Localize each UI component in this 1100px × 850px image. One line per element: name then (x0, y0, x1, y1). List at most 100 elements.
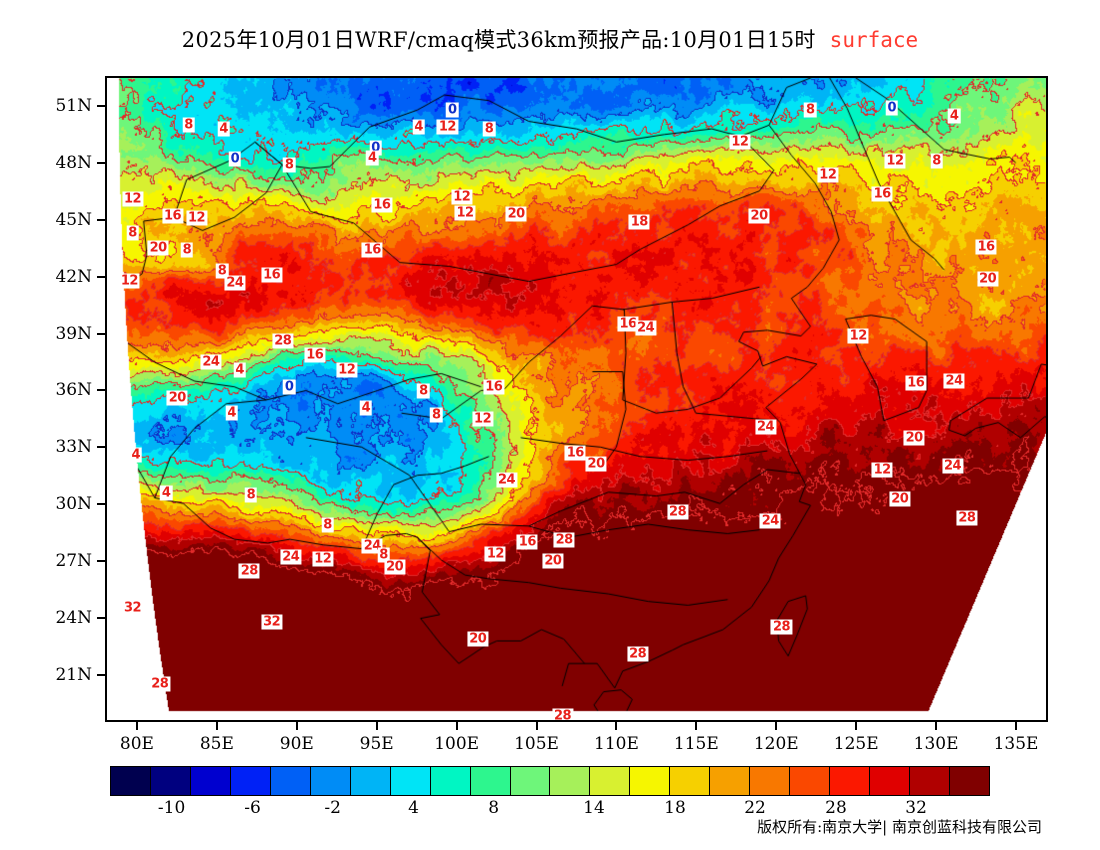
contour-value-label: 0 (228, 151, 242, 167)
contour-value-label: 12 (185, 210, 208, 226)
contour-value-label: 20 (384, 559, 406, 575)
contour-value-label: 12 (336, 362, 358, 378)
contour-value-label: 24 (224, 275, 246, 291)
colorbar-swatch (270, 767, 311, 795)
contour-value-label: 16 (483, 379, 505, 395)
map-plot-frame[interactable]: 0 0 0 0 8 4 4 12 8 8 0 4 12 4 8 8 12 12 16 12 12 20 18 20 16 12 8 1… (105, 76, 1048, 722)
contour-value-label: 12 (817, 167, 839, 183)
contour-value-label: 20 (166, 390, 188, 406)
x-axis-tick (215, 722, 218, 730)
y-axis-tick-label: 39N (55, 323, 92, 344)
contour-value-label: 28 (956, 510, 978, 525)
contour-value-label: 24 (280, 549, 302, 565)
contour-value-label: 32 (122, 600, 144, 616)
colorbar-swatch (310, 767, 351, 795)
contour-value-label: 8 (180, 242, 194, 258)
colorbar-swatch (790, 767, 831, 795)
page-title: 2025年10月01日WRF/cmaq模式36km预报产品:10月01日15时 s… (0, 24, 1100, 54)
contour-value-label: 12 (436, 119, 458, 135)
contour-value-label: 24 (943, 373, 965, 389)
contour-value-label: 16 (261, 267, 283, 283)
contour-value-label: 20 (467, 631, 489, 647)
contour-value-label: 12 (847, 328, 869, 344)
contour-value-label: 12 (729, 134, 751, 150)
colorbar-tick-label: 14 (583, 798, 605, 818)
y-axis-tick (97, 673, 105, 676)
colorbar-swatch (950, 767, 989, 795)
contour-value-label: 12 (871, 462, 893, 478)
x-axis-tick-label: 130E (913, 734, 959, 754)
colorbar[interactable] (110, 766, 990, 796)
title-main-text: 2025年10月01日WRF/cmaq模式36km预报产品:10月01日15时 (181, 28, 816, 52)
contour-value-label: 12 (472, 411, 494, 427)
y-axis-tick-label: 42N (55, 266, 92, 287)
colorbar-swatch (910, 767, 951, 795)
y-axis-tick (97, 275, 105, 278)
contour-value-label: 16 (905, 375, 927, 391)
y-axis-tick-label: 27N (55, 550, 92, 571)
contour-value-label: 0 (282, 379, 296, 395)
x-axis-tick (695, 722, 698, 730)
contour-value-label: 8 (215, 263, 229, 279)
x-axis-tick-label: 135E (993, 734, 1039, 754)
colorbar-tick-label: 28 (825, 798, 847, 818)
x-axis-tick-label: 95E (359, 734, 394, 754)
temperature-heatmap-canvas[interactable] (107, 78, 1046, 720)
colorbar-swatch (470, 767, 511, 795)
x-axis-tick-label: 80E (119, 734, 154, 754)
contour-value-label: 8 (417, 383, 430, 399)
contour-value-label: 12 (122, 191, 144, 207)
x-axis-tick-label: 115E (673, 734, 719, 754)
contour-value-label: 12 (454, 205, 476, 220)
title-suffix-text: surface (829, 28, 919, 52)
y-axis-tick (97, 446, 105, 449)
contour-value-label: 16 (975, 239, 997, 255)
y-axis-tick (97, 389, 105, 392)
colorbar-swatch (350, 767, 391, 795)
colorbar-tick-label: 8 (488, 798, 500, 818)
contour-value-label: 8 (244, 487, 258, 503)
y-axis-tick-label: 51N (55, 96, 92, 117)
colorbar-swatch (870, 767, 911, 795)
contour-value-label: 28 (627, 646, 649, 662)
contour-value-label: 20 (542, 553, 564, 569)
contour-value-label: 8 (429, 407, 443, 423)
contour-value-label: 8 (930, 153, 943, 169)
colorbar-tick-label: 22 (744, 798, 766, 818)
x-axis-tick-label: 125E (833, 734, 879, 754)
contour-value-label: 16 (304, 347, 326, 363)
colorbar-tick-label: 32 (905, 798, 927, 818)
contour-value-label: 20 (147, 240, 169, 256)
contour-value-label: 16 (871, 186, 893, 202)
x-axis-tick (615, 722, 618, 730)
y-axis-tick-label: 33N (55, 437, 92, 458)
x-axis-tick (1015, 722, 1018, 730)
x-axis-tick-label: 110E (594, 734, 639, 754)
contour-value-label: 20 (748, 208, 770, 224)
colorbar-swatch (190, 767, 231, 795)
colorbar-tick-label: -10 (157, 798, 186, 818)
colorbar-swatch (510, 767, 551, 795)
x-axis-tick-label: 105E (514, 734, 559, 754)
contour-value-label: 4 (412, 119, 425, 135)
contour-value-label: 24 (496, 472, 518, 488)
contour-value-label: 16 (371, 197, 393, 213)
copyright-notice: 版权所有:南京大学| 南京创蓝科技有限公司 (757, 818, 1042, 836)
contour-value-label: 28 (238, 563, 260, 579)
x-axis-tick (295, 722, 298, 730)
contour-value-label: 28 (551, 708, 574, 722)
contour-value-label: 24 (200, 354, 222, 370)
contour-value-label: 28 (149, 676, 171, 692)
contour-value-label: 32 (261, 614, 283, 630)
contour-value-label: 12 (484, 546, 506, 561)
y-axis-tick-label: 36N (55, 380, 92, 401)
y-axis-tick (97, 218, 105, 221)
contour-value-label: 4 (159, 485, 173, 501)
contour-value-label: 12 (884, 153, 906, 169)
contour-value-label: 8 (126, 225, 139, 241)
y-axis-tick (97, 503, 105, 506)
y-axis-tick-label: 30N (55, 494, 92, 515)
colorbar-swatch (670, 767, 711, 795)
contour-value-label: 4 (366, 150, 379, 166)
contour-value-label: 16 (361, 242, 383, 258)
